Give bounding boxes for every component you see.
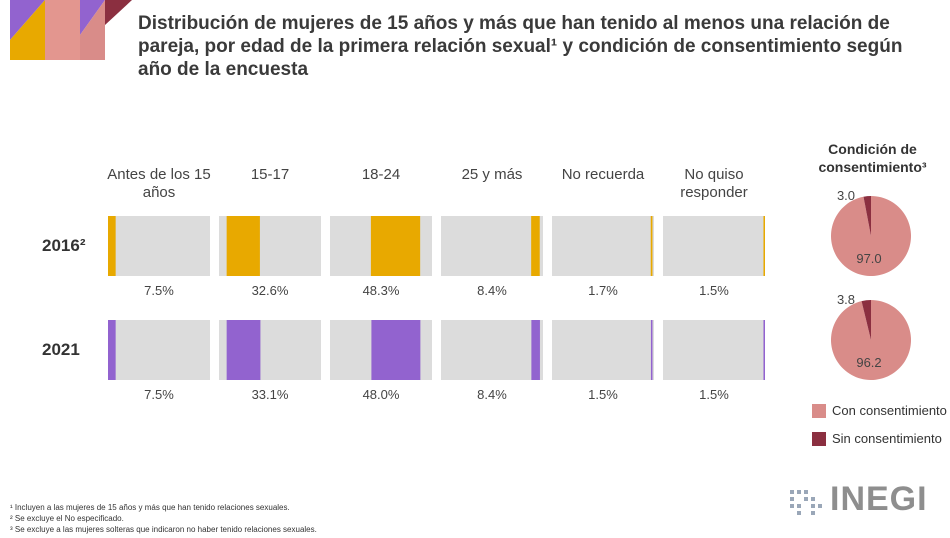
footnote: ³ Se excluye a las mujeres solteras que …	[10, 525, 317, 534]
row-label: 2016²	[42, 236, 86, 255]
bar	[650, 216, 653, 276]
pie-slice	[863, 196, 871, 236]
bar	[763, 320, 765, 380]
value-label: 7.5%	[144, 387, 174, 402]
pie-value-label: 97.0	[856, 251, 881, 266]
legend-swatch	[812, 404, 826, 418]
bar-background	[663, 216, 765, 276]
bar	[371, 320, 421, 380]
chart-title: Distribución de mujeres de 15 años y más…	[138, 13, 903, 80]
bar	[226, 320, 261, 380]
bar	[650, 320, 653, 380]
pie-slice	[831, 300, 912, 380]
pie-value-label: 96.2	[856, 355, 881, 370]
value-label: 7.5%	[144, 283, 174, 298]
legend-swatch	[812, 432, 826, 446]
decoration	[10, 0, 822, 515]
bar-background	[441, 320, 543, 380]
category-label: Antes de los 15 años	[107, 166, 211, 201]
bar	[108, 216, 116, 276]
category-label: No quiso responder	[680, 166, 748, 201]
value-label: 1.5%	[699, 387, 729, 402]
pie-title: Condición de consentimiento³	[818, 141, 927, 175]
value-label: 32.6%	[251, 283, 289, 298]
value-label: 48.3%	[362, 283, 400, 298]
legend-label: Sin consentimiento	[832, 431, 942, 446]
value-label: 48.0%	[362, 387, 400, 402]
bar	[531, 216, 540, 276]
footnote: ¹ Incluyen a las mujeres de 15 años y má…	[10, 503, 290, 512]
row-label: 2021	[42, 340, 80, 359]
pie-slice	[831, 196, 912, 277]
bar-background	[552, 216, 654, 276]
category-label: 25 y más	[461, 166, 523, 183]
value-label: 1.7%	[588, 283, 618, 298]
bar	[531, 320, 540, 380]
value-label: 8.4%	[477, 387, 507, 402]
footnote: ² Se excluye el No especificado.	[10, 514, 124, 523]
bar	[226, 216, 260, 276]
bar-background	[663, 320, 765, 380]
bar-background	[108, 216, 210, 276]
bar-background	[441, 216, 543, 276]
bar	[763, 216, 765, 276]
category-label: 15-17	[250, 166, 290, 183]
pie-value-label: 3.0	[837, 188, 855, 203]
logo: INEGI	[830, 480, 928, 518]
category-label: No recuerda	[561, 166, 645, 183]
bar	[370, 216, 421, 276]
value-label: 1.5%	[699, 283, 729, 298]
value-label: 8.4%	[477, 283, 507, 298]
value-label: 33.1%	[251, 387, 289, 402]
category-label: 18-24	[361, 166, 401, 183]
legend-label: Con consentimiento	[832, 403, 947, 418]
bar-background	[108, 320, 210, 380]
bar	[108, 320, 116, 380]
bar-background	[552, 320, 654, 380]
pie-slice	[861, 300, 871, 340]
pie-value-label: 3.8	[837, 292, 855, 307]
value-label: 1.5%	[588, 387, 618, 402]
